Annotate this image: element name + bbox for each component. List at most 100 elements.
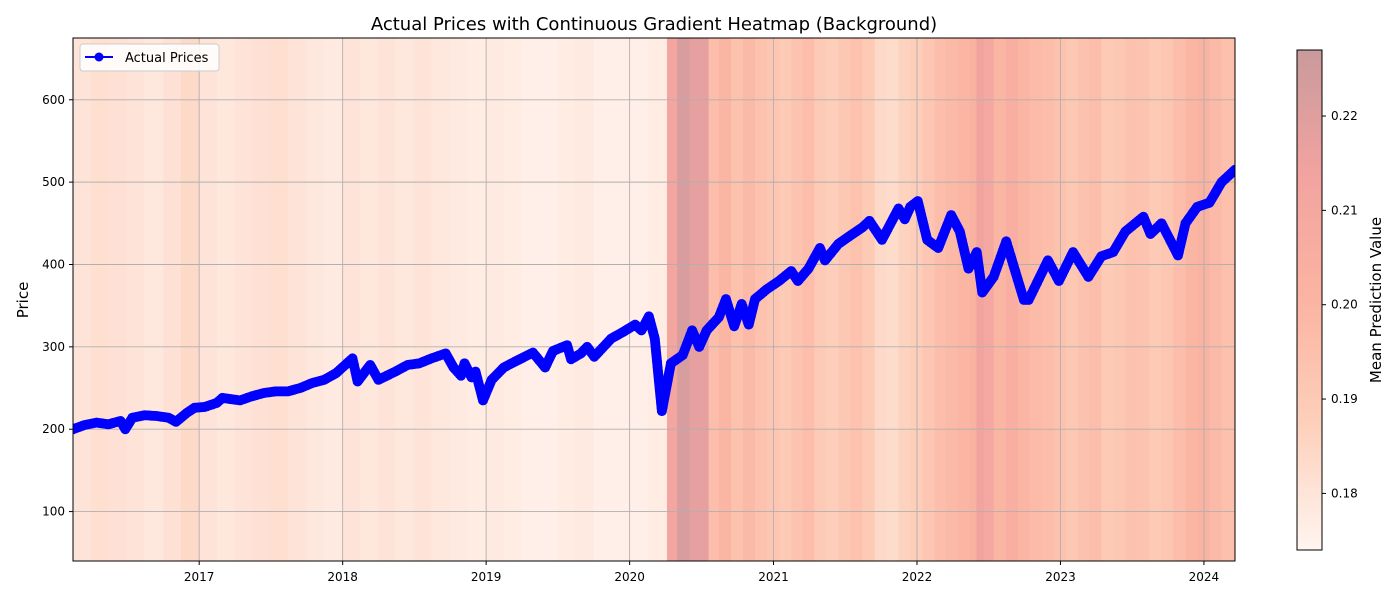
heatmap-band bbox=[251, 38, 271, 561]
heatmap-band bbox=[934, 38, 947, 561]
heatmap-band bbox=[1041, 38, 1055, 561]
series-actual-prices bbox=[73, 164, 1235, 435]
heatmap-band bbox=[557, 38, 576, 561]
colorbar-tick-label: 0.18 bbox=[1331, 486, 1358, 500]
x-tick-label: 2020 bbox=[614, 570, 645, 584]
price-marker bbox=[1230, 164, 1235, 175]
heatmap-band bbox=[814, 38, 827, 561]
heatmap-band bbox=[689, 38, 710, 561]
colorbar-label: Mean Prediction Value bbox=[1367, 217, 1385, 383]
heatmap-band bbox=[1005, 38, 1019, 561]
heatmap-band bbox=[945, 38, 959, 561]
heatmap-band bbox=[677, 38, 690, 561]
plot-frame bbox=[72, 37, 1236, 562]
heatmap-band bbox=[850, 38, 863, 561]
heatmap-band bbox=[1089, 38, 1102, 561]
heatmap-band bbox=[826, 38, 839, 561]
heatmap-band bbox=[1185, 38, 1198, 561]
heatmap-band bbox=[976, 38, 985, 561]
heatmap-band bbox=[574, 38, 595, 561]
x-tick-label: 2024 bbox=[1189, 570, 1220, 584]
heatmap-background bbox=[73, 38, 1235, 561]
heatmap-band bbox=[779, 38, 792, 561]
heatmap-band bbox=[666, 38, 678, 561]
legend-box bbox=[79, 43, 220, 72]
heatmap-band bbox=[413, 38, 433, 561]
heatmap-band bbox=[1101, 38, 1114, 561]
heatmap-band bbox=[983, 38, 995, 561]
y-tick-label: 200 bbox=[42, 422, 65, 436]
heatmap-band bbox=[647, 38, 668, 561]
y-tick-label: 400 bbox=[42, 257, 65, 271]
x-tick-label: 2021 bbox=[758, 570, 789, 584]
heatmap-band bbox=[957, 38, 971, 561]
heatmap-band bbox=[898, 38, 911, 561]
heatmap-band bbox=[306, 38, 325, 561]
heatmap-band bbox=[73, 38, 92, 561]
legend-point-marker bbox=[94, 52, 104, 62]
chart-title: Actual Prices with Continuous Gradient H… bbox=[371, 14, 937, 35]
heatmap-band bbox=[629, 38, 648, 561]
heatmap-band bbox=[1029, 38, 1043, 561]
heatmap-band bbox=[1173, 38, 1187, 561]
colorbar-tick-label: 0.19 bbox=[1331, 392, 1358, 406]
colorbar-tick-label: 0.22 bbox=[1331, 109, 1358, 123]
x-tick-label: 2018 bbox=[327, 570, 358, 584]
heatmap-band bbox=[1149, 38, 1163, 561]
heatmap-band bbox=[163, 38, 182, 561]
heatmap-band bbox=[742, 38, 756, 561]
heatmap-band bbox=[791, 38, 803, 561]
heatmap-band bbox=[874, 38, 887, 561]
heatmap-band bbox=[342, 38, 361, 561]
gridlines bbox=[73, 38, 1235, 561]
heatmap-band bbox=[731, 38, 744, 561]
heatmap-band bbox=[969, 38, 977, 561]
heatmap-band bbox=[431, 38, 451, 561]
heatmap-band bbox=[449, 38, 469, 561]
heatmap-band bbox=[324, 38, 344, 561]
colorbar: 0.18 0.19 0.20 0.21 0.22 Mean Prediction Val… bbox=[1296, 49, 1385, 551]
heatmap-band bbox=[378, 38, 396, 561]
heatmap-band bbox=[802, 38, 815, 561]
heatmap-band bbox=[288, 38, 308, 561]
heatmap-band bbox=[126, 38, 146, 561]
heatmap-band bbox=[593, 38, 612, 561]
heatmap-band bbox=[521, 38, 540, 561]
legend-label: Actual Prices bbox=[125, 51, 209, 66]
y-axis-label: Price bbox=[14, 282, 32, 319]
heatmap-band bbox=[862, 38, 876, 561]
heatmap-band bbox=[199, 38, 218, 561]
heatmap-band bbox=[395, 38, 415, 561]
colorbar-tick-label: 0.20 bbox=[1331, 298, 1358, 312]
heatmap-band bbox=[180, 38, 200, 561]
heatmap-band bbox=[538, 38, 558, 561]
colorbar-ticks: 0.18 0.19 0.20 0.21 0.22 bbox=[1322, 109, 1358, 500]
colorbar-tick-label: 0.21 bbox=[1331, 203, 1358, 217]
heatmap-band bbox=[886, 38, 900, 561]
heatmap-band bbox=[922, 38, 936, 561]
heatmap-band bbox=[270, 38, 289, 561]
x-ticks: 2017 2018 2019 2020 2021 2022 2023 2024 bbox=[184, 561, 1219, 584]
heatmap-band bbox=[234, 38, 253, 561]
heatmap-band bbox=[708, 38, 720, 561]
heatmap-band bbox=[838, 38, 851, 561]
heatmap-band bbox=[1209, 38, 1223, 561]
heatmap-band bbox=[1065, 38, 1079, 561]
heatmap-band bbox=[91, 38, 109, 561]
legend: Actual Prices bbox=[79, 43, 220, 72]
x-tick-label: 2017 bbox=[184, 570, 215, 584]
heatmap-band bbox=[1221, 38, 1235, 561]
y-tick-label: 600 bbox=[42, 93, 65, 107]
y-tick-label: 100 bbox=[42, 505, 65, 519]
heatmap-band bbox=[144, 38, 164, 561]
heatmap-band bbox=[611, 38, 631, 561]
heatmap-band bbox=[1137, 38, 1150, 561]
x-tick-label: 2022 bbox=[902, 570, 933, 584]
y-tick-label: 500 bbox=[42, 175, 65, 189]
heatmap-band bbox=[993, 38, 1007, 561]
heatmap-band bbox=[216, 38, 236, 561]
heatmap-band bbox=[503, 38, 523, 561]
heatmap-band bbox=[1125, 38, 1138, 561]
heatmap-band bbox=[467, 38, 487, 561]
